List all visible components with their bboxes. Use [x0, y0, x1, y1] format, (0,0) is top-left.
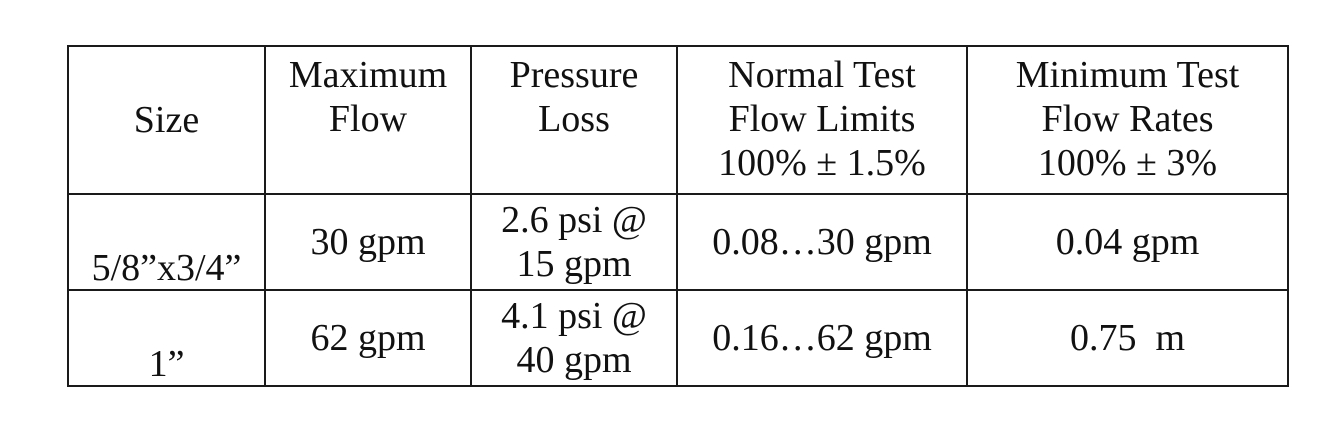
- cell-maximum-flow: 30 gpm: [264, 193, 472, 291]
- header-minimum-test-line-2: Flow Rates: [1041, 98, 1214, 140]
- header-minimum-test-line-1: Minimum Test: [1015, 54, 1240, 96]
- header-size: Size: [67, 45, 266, 195]
- header-normal-test-line-3: 100% ± 1.5%: [718, 142, 926, 184]
- header-normal-test-flow-limits: Normal Test Flow Limits 100% ± 1.5%: [676, 45, 968, 195]
- header-normal-test-line-2: Flow Limits: [728, 98, 916, 140]
- cell-size: 1”: [67, 289, 266, 387]
- cell-pressure-loss: 4.1 psi @ 40 gpm: [470, 289, 678, 387]
- table-row: 5/8”x3/4” 30 gpm 2.6 psi @ 15 gpm 0.08…3…: [67, 193, 1289, 291]
- cell-normal-test-flow-limits: 0.08…30 gpm: [676, 193, 968, 291]
- header-maximum-flow-line-1: Maximum: [288, 54, 448, 96]
- cell-normal-test-flow-limits: 0.16…62 gpm: [676, 289, 968, 387]
- header-normal-test-line-1: Normal Test: [728, 54, 916, 96]
- cell-pressure-loss: 2.6 psi @ 15 gpm: [470, 193, 678, 291]
- header-minimum-test-flow-rates: Minimum Test Flow Rates 100% ± 3%: [966, 45, 1289, 195]
- cell-maximum-flow: 62 gpm: [264, 289, 472, 387]
- header-minimum-test-line-3: 100% ± 3%: [1037, 142, 1218, 184]
- cell-size: 5/8”x3/4”: [67, 193, 266, 291]
- meter-spec-table: Size Maximum Flow Pressure Loss Normal T…: [67, 45, 1289, 387]
- header-maximum-flow-line-2: Flow: [328, 98, 408, 140]
- header-pressure-loss-line-2: Loss: [538, 98, 610, 140]
- cell-minimum-test-flow-rate: 0.04 gpm: [966, 193, 1289, 291]
- header-pressure-loss: Pressure Loss: [470, 45, 678, 195]
- header-maximum-flow: Maximum Flow: [264, 45, 472, 195]
- cell-pressure-loss-line-2: 15 gpm: [516, 243, 632, 285]
- cell-pressure-loss-line-1: 2.6 psi @: [501, 199, 647, 241]
- cell-minimum-test-flow-rate: 0.75 m: [966, 289, 1289, 387]
- cell-pressure-loss-line-2: 40 gpm: [516, 339, 632, 381]
- cell-pressure-loss-line-1: 4.1 psi @: [501, 295, 647, 337]
- table-header-row: Size Maximum Flow Pressure Loss Normal T…: [67, 45, 1289, 195]
- header-pressure-loss-line-1: Pressure: [509, 54, 639, 96]
- table-row: 1” 62 gpm 4.1 psi @ 40 gpm 0.16…62 gpm 0…: [67, 289, 1289, 387]
